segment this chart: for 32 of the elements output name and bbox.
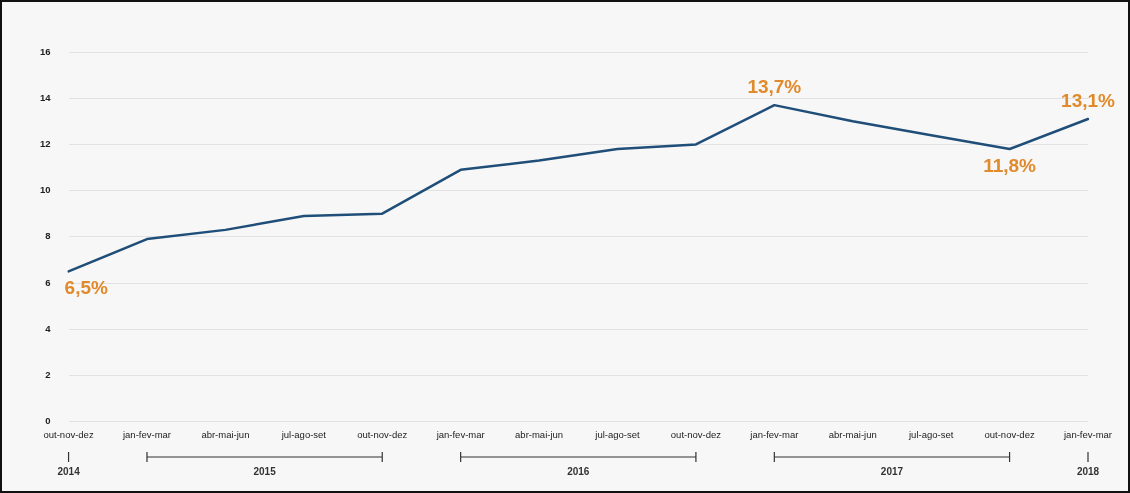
x-tick-label: jan-fev-mar — [749, 428, 799, 440]
data-label: 13,1% — [1061, 89, 1116, 111]
y-tick-label: 16 — [39, 45, 51, 57]
text: 2015 — [253, 465, 277, 477]
x-tick-label: jul-ago-set — [594, 428, 641, 440]
text: 2014 — [57, 465, 81, 477]
x-tick-label: out-nov-dez — [43, 428, 94, 440]
x-tick-label: jul-ago-set — [907, 428, 954, 440]
x-tick-label: out-nov-dez — [357, 428, 408, 440]
x-tick-label: out-nov-dez — [984, 428, 1035, 440]
y-tick-label: 10 — [39, 184, 51, 196]
text: 2017 — [880, 465, 904, 477]
x-tick-label: jan-fev-mar — [1062, 428, 1113, 440]
x-tick-label: abr-mai-jun — [201, 428, 250, 440]
data-label: 6,5% — [64, 277, 108, 299]
x-tick-label: jul-ago-set — [280, 428, 327, 440]
x-tick-label: jan-fev-mar — [121, 428, 172, 440]
data-label: 13,7% — [747, 75, 802, 97]
y-tick-label: 6 — [45, 276, 51, 288]
y-tick-label: 2 — [45, 369, 51, 381]
x-tick-label: abr-mai-jun — [515, 428, 564, 440]
x-tick-label: out-nov-dez — [670, 428, 722, 440]
y-tick-label: 8 — [45, 230, 51, 242]
y-tick-label: 0 — [45, 415, 51, 427]
x-tick-label: jan-fev-mar — [435, 428, 485, 440]
x-tick-label: abr-mai-jun — [828, 428, 877, 440]
y-tick-label: 14 — [39, 91, 52, 103]
y-tick-label: 12 — [39, 138, 51, 150]
text: 2018 — [1076, 465, 1100, 477]
data-label: 11,8% — [983, 154, 1037, 176]
text: 2016 — [567, 465, 590, 477]
y-tick-label: 4 — [45, 322, 52, 334]
